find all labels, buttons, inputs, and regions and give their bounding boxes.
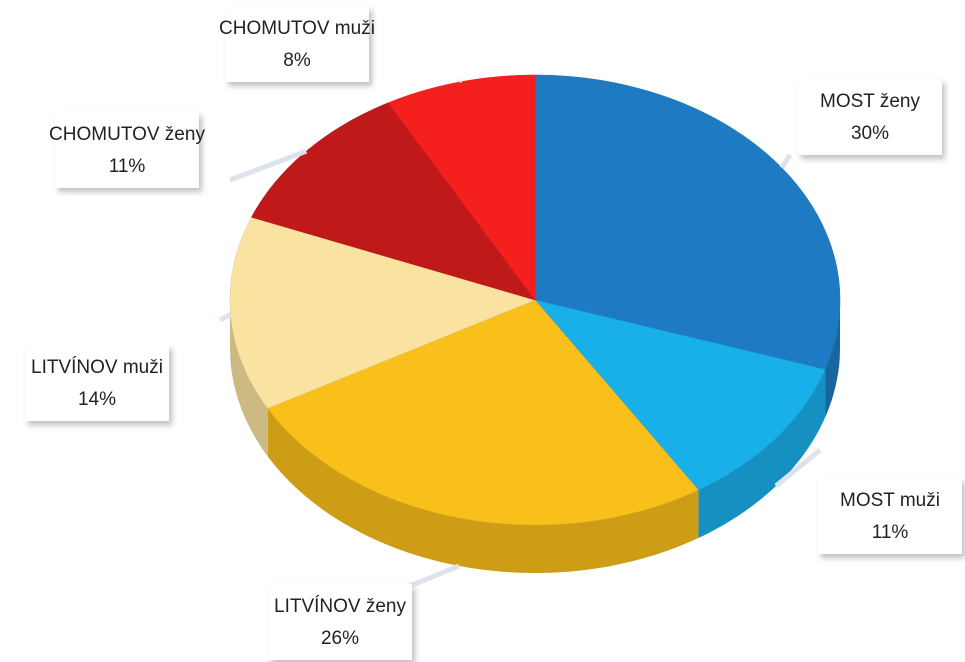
- label-box: [225, 6, 369, 82]
- label-category: MOST muži: [840, 490, 940, 511]
- slice: [534, 74, 841, 370]
- label-category: CHOMUTOV ženy: [49, 124, 205, 145]
- label-category: LITVÍNOV ženy: [274, 596, 406, 617]
- label-value: 11%: [109, 156, 146, 177]
- slice-side: [698, 369, 826, 538]
- label-value: 30%: [851, 123, 889, 144]
- data-label: CHOMUTOV ženy 11%: [49, 112, 205, 188]
- label-value: 11%: [872, 522, 909, 543]
- label-box: [268, 584, 412, 660]
- slice: [267, 299, 699, 526]
- leader-line: [229, 148, 308, 183]
- label-category: CHOMUTOV muži: [219, 18, 375, 39]
- label-value: 14%: [78, 389, 116, 410]
- data-label: LITVÍNOV ženy 26%: [268, 584, 412, 660]
- label-value: 8%: [283, 50, 311, 71]
- data-label: MOST muži 11%: [818, 478, 962, 554]
- slice: [387, 74, 536, 301]
- label-box: [25, 345, 169, 421]
- leader-line: [218, 311, 232, 323]
- label-box: [798, 79, 942, 155]
- data-label: LITVÍNOV muži 14%: [25, 345, 169, 421]
- leader-line: [779, 153, 793, 170]
- slice: [534, 299, 826, 491]
- slice-side: [267, 408, 699, 573]
- label-category: MOST ženy: [820, 91, 920, 112]
- leader-line: [774, 448, 822, 488]
- data-label: MOST ženy 30%: [798, 79, 942, 155]
- slice: [229, 216, 536, 409]
- label-box: [818, 478, 962, 554]
- label-category: LITVÍNOV muži: [31, 357, 163, 378]
- label-box: [55, 112, 199, 188]
- label-value: 26%: [321, 628, 359, 649]
- slice-side: [825, 300, 840, 418]
- leader-line: [456, 79, 463, 84]
- data-label: CHOMUTOV muži 8%: [219, 6, 375, 82]
